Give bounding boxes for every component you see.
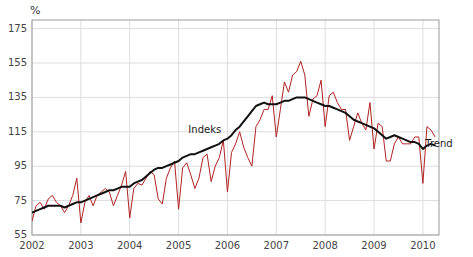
annotation: Trend <box>424 138 452 149</box>
y-grid-line <box>32 63 439 64</box>
y-grid-line <box>32 166 439 167</box>
x-grid-line <box>227 20 228 235</box>
x-tick-label: 2002 <box>19 240 44 251</box>
chart: 55 75 95 115 135 155 175 2002 2003 2004 2005 2006 20… <box>0 0 473 257</box>
y-grid-line <box>32 97 439 98</box>
x-tick-label: 2007 <box>264 240 289 251</box>
x-grid-line <box>325 20 326 235</box>
series-line <box>32 61 435 223</box>
x-tick-label: 2004 <box>117 240 142 251</box>
y-tick-label: 175 <box>8 23 27 34</box>
x-grid-line <box>422 20 423 235</box>
series-line <box>32 97 435 212</box>
y-grid-line <box>32 200 439 201</box>
x-tick-label: 2005 <box>166 240 191 251</box>
y-tick-label: 135 <box>8 91 27 102</box>
y-axis-label: % <box>30 4 40 17</box>
x-tick-label: 2010 <box>410 240 435 251</box>
y-grid-line <box>32 28 439 29</box>
annotation: Indeks <box>188 124 221 135</box>
y-tick-label: 115 <box>8 126 27 137</box>
y-tick-label: 95 <box>14 160 27 171</box>
x-tick-label: 2008 <box>312 240 337 251</box>
grid <box>32 20 439 235</box>
x-tick-label: 2006 <box>215 240 240 251</box>
x-tick-label: 2009 <box>361 240 386 251</box>
y-tick-label: 75 <box>14 195 27 206</box>
lines <box>32 61 435 223</box>
x-grid-line <box>276 20 277 235</box>
x-tick-label: 2003 <box>68 240 93 251</box>
plot-frame <box>32 20 439 235</box>
x-grid-line <box>129 20 130 235</box>
y-tick-label: 55 <box>14 229 27 240</box>
y-tick-label: 155 <box>8 57 27 68</box>
